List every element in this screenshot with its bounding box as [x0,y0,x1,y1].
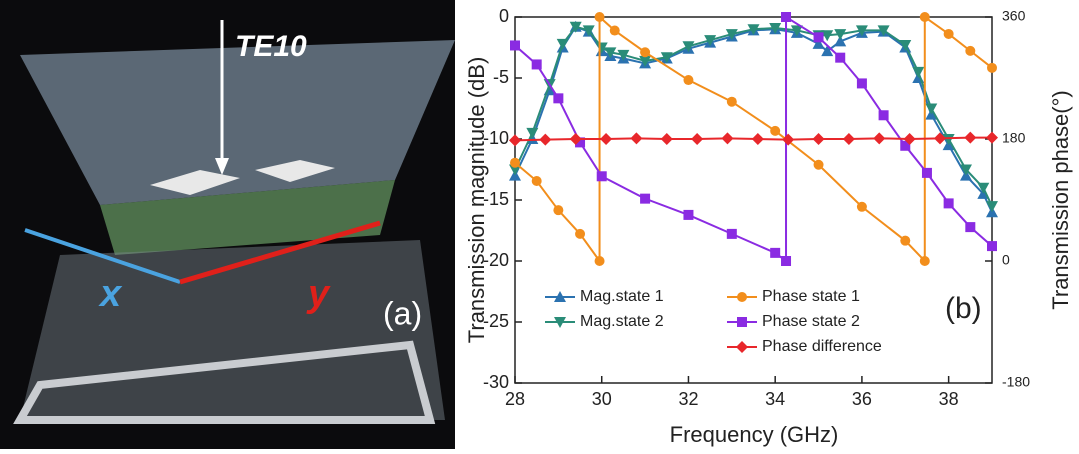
marker [944,198,954,208]
marker [944,29,954,39]
marker [595,12,605,22]
wave-label: TE10 [235,30,307,63]
marker [510,158,520,168]
marker [770,248,780,258]
legend-label: Phase state 1 [762,288,860,305]
x-tick-label: 32 [678,389,698,409]
legend-label: Mag.state 1 [580,288,664,305]
legend-label: Phase difference [762,338,882,355]
x-tick-label: 30 [592,389,612,409]
y-tick-label: -30 [483,372,509,392]
panel-label: (b) [945,292,982,325]
y2-axis-title: Transmission phase(°) [1048,90,1073,310]
marker [814,32,824,42]
y2-tick-label: 0 [1002,252,1010,268]
panel-label: (a) [383,295,422,331]
y-tick-label: -5 [493,67,509,87]
marker [857,202,867,212]
legend-marker [737,292,747,302]
marker [640,47,650,57]
legend-label: Phase state 2 [762,313,860,330]
marker [727,229,737,239]
marker [532,176,542,186]
x-tick-label: 28 [505,389,525,409]
marker [965,46,975,56]
x-tick-label: 36 [852,389,872,409]
marker [553,93,563,103]
marker [781,256,791,266]
marker [683,75,693,85]
panel-a: TE10 x y (a) [0,0,455,449]
figure: TE10 x y (a) Frequency (GHz) Transmissio… [0,0,1079,449]
marker [781,12,791,22]
marker [510,40,520,50]
x-tick-label: 34 [765,389,785,409]
marker [595,256,605,266]
y-tick-label: -20 [483,250,509,270]
y2-tick-label: 180 [1002,130,1026,146]
y2-tick-label: 360 [1002,8,1026,24]
y-axis-label: y [306,273,331,315]
marker [640,194,650,204]
marker [920,256,930,266]
y-tick-label: -10 [483,128,509,148]
marker [770,126,780,136]
marker [727,97,737,107]
marker [987,241,997,251]
marker [857,78,867,88]
marker [987,63,997,73]
panel-b: Frequency (GHz) Transmission magnitude (… [464,17,1073,447]
marker [532,59,542,69]
legend-label: Mag.state 2 [580,313,664,330]
marker [610,26,620,36]
marker [879,110,889,120]
marker [922,168,932,178]
marker [965,222,975,232]
x-tick-label: 38 [939,389,959,409]
y-tick-label: -15 [483,189,509,209]
marker [553,205,563,215]
y-tick-label: 0 [499,6,509,26]
marker [814,160,824,170]
y-tick-label: -25 [483,311,509,331]
marker [683,210,693,220]
marker [920,12,930,22]
legend-marker [737,317,747,327]
marker [900,236,910,246]
x-axis-label: x [98,273,123,315]
marker [597,171,607,181]
x-axis-title: Frequency (GHz) [670,422,839,447]
y2-tick-label: -180 [1002,374,1030,390]
marker [575,229,585,239]
marker [835,53,845,63]
